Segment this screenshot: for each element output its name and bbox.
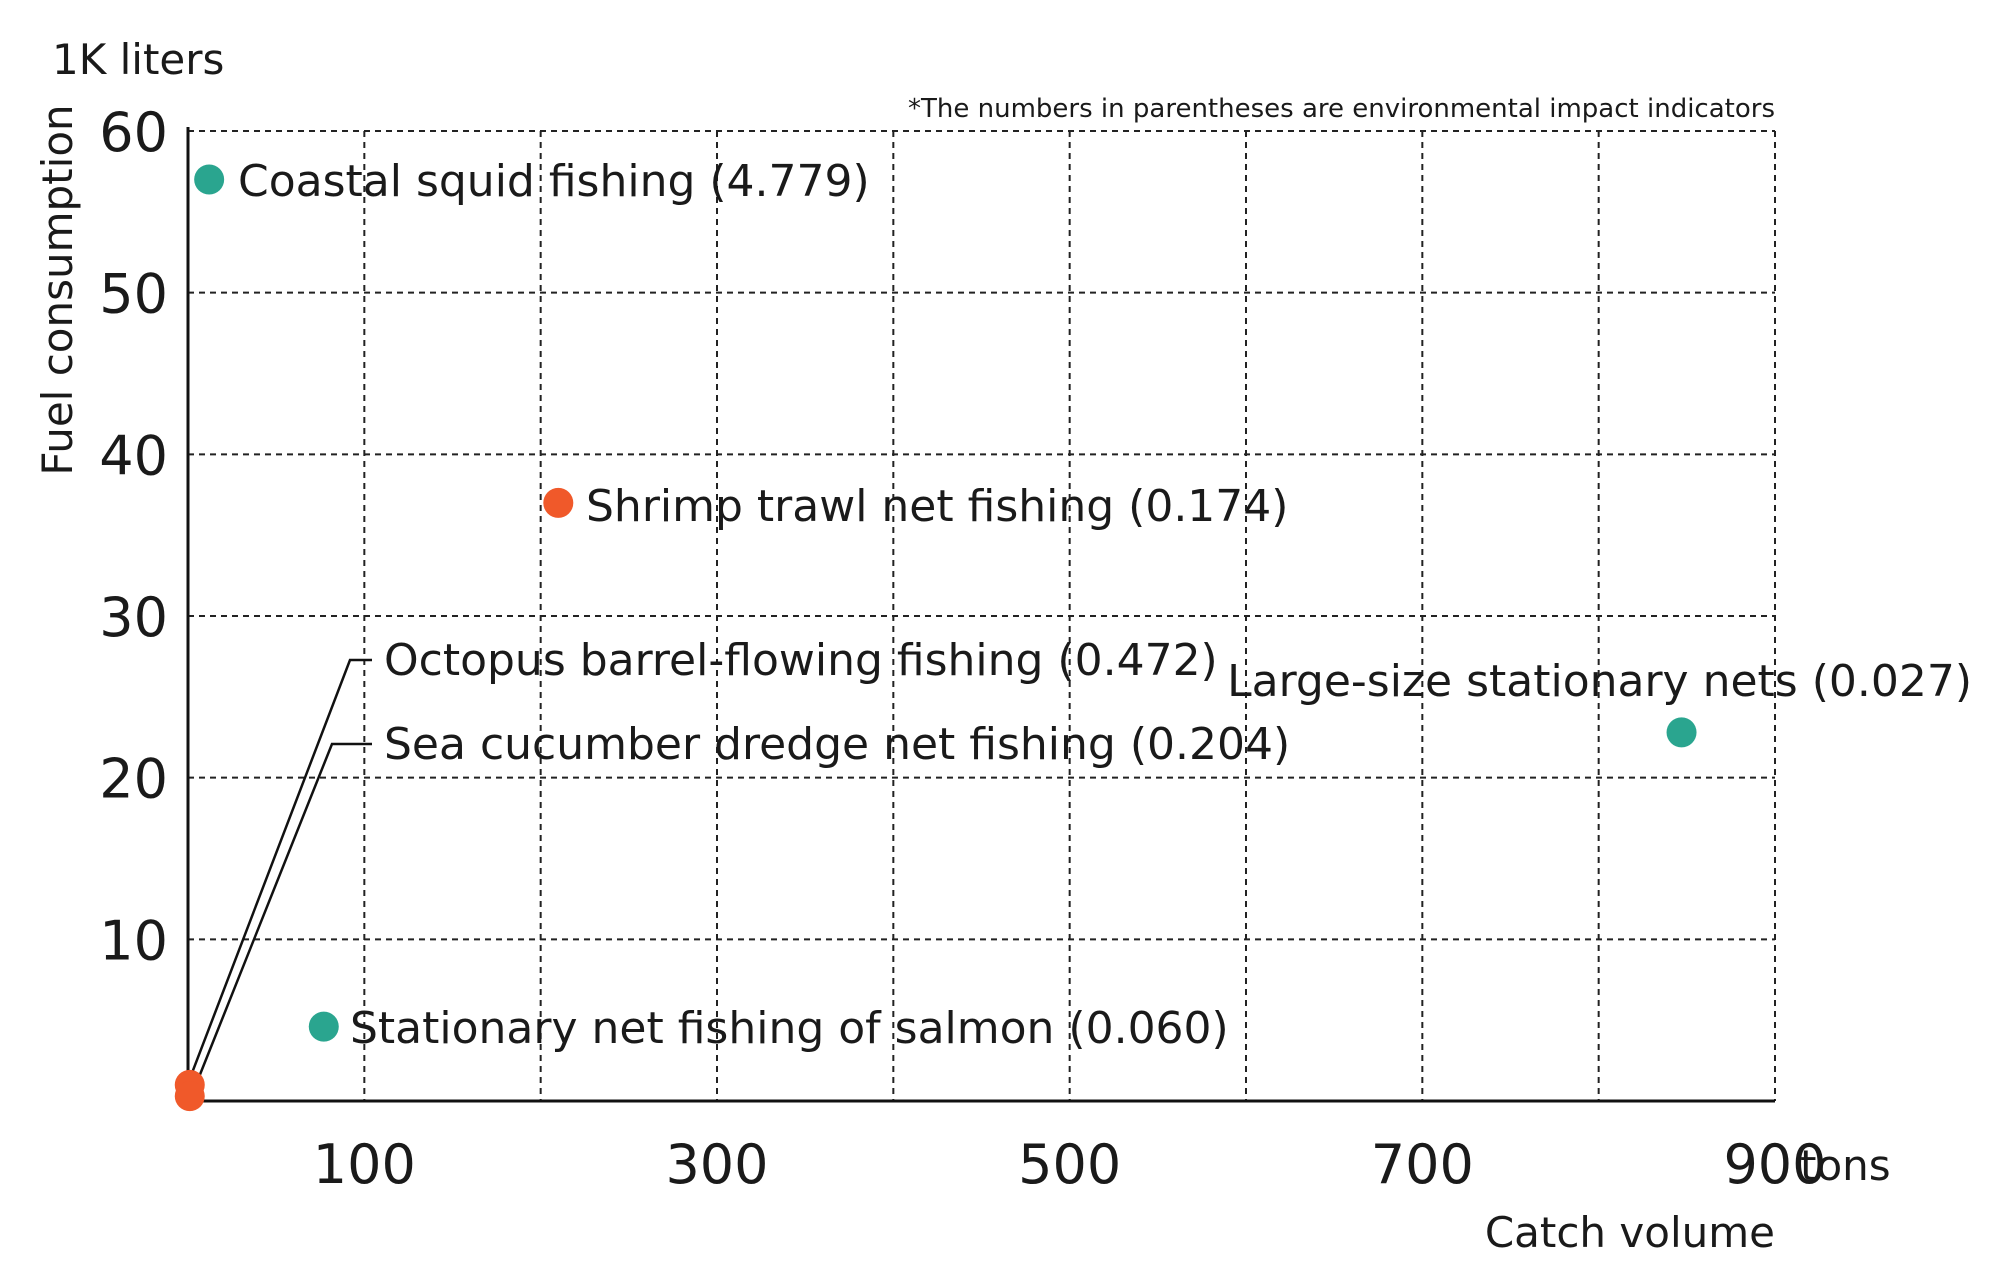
leader-line-sea-cucumber xyxy=(192,742,372,1091)
data-point-1 xyxy=(543,487,574,518)
point-label: Large-size stationary nets (0.027) xyxy=(1227,656,1972,707)
grid-lines xyxy=(188,130,1776,1101)
chart-note: *The numbers in parentheses are environm… xyxy=(908,94,1775,124)
point-label: Shrimp trawl net fishing (0.174) xyxy=(586,481,1288,532)
data-point-3 xyxy=(174,1081,205,1112)
point-label: Coastal squid fishing (4.779) xyxy=(238,156,870,207)
leader-lines xyxy=(188,658,372,1091)
x-tick-label: 900 xyxy=(1723,1133,1826,1196)
x-axis-title: Catch volume xyxy=(1485,1208,1775,1257)
leader-line-octopus xyxy=(188,658,372,1080)
x-tick-label: 700 xyxy=(1371,1133,1474,1196)
y-tick-label: 20 xyxy=(99,748,168,811)
data-point-4 xyxy=(1666,717,1697,748)
data-point-0 xyxy=(194,164,225,195)
y-tick-label: 10 xyxy=(99,909,168,972)
x-axis-unit: tons xyxy=(1800,1141,1891,1190)
y-tick-label: 50 xyxy=(99,263,168,326)
y-tick-label: 40 xyxy=(99,424,168,487)
y-tick-labels: 10 20 30 40 50 60 xyxy=(99,101,168,972)
y-tick-label: 30 xyxy=(99,586,168,649)
y-axis-unit: 1K liters xyxy=(52,35,224,84)
point-label: Octopus barrel-flowing fishing (0.472) xyxy=(384,635,1218,686)
point-label: Sea cucumber dredge net fishing (0.204) xyxy=(384,719,1290,770)
y-tick-label: 60 xyxy=(99,101,168,164)
axes xyxy=(186,127,1775,1103)
point-labels: Coastal squid fishing (4.779) Shrimp traw… xyxy=(238,156,1972,1054)
x-tick-label: 500 xyxy=(1018,1133,1121,1196)
data-points xyxy=(174,164,1697,1112)
point-label: Stationary net fishing of salmon (0.060) xyxy=(350,1003,1229,1054)
x-tick-labels: 100 300 500 700 900 xyxy=(313,1133,1827,1196)
x-tick-label: 300 xyxy=(665,1133,768,1196)
y-axis-title: Fuel consumption xyxy=(33,104,82,475)
data-point-5 xyxy=(308,1011,339,1042)
x-tick-label: 100 xyxy=(313,1133,416,1196)
